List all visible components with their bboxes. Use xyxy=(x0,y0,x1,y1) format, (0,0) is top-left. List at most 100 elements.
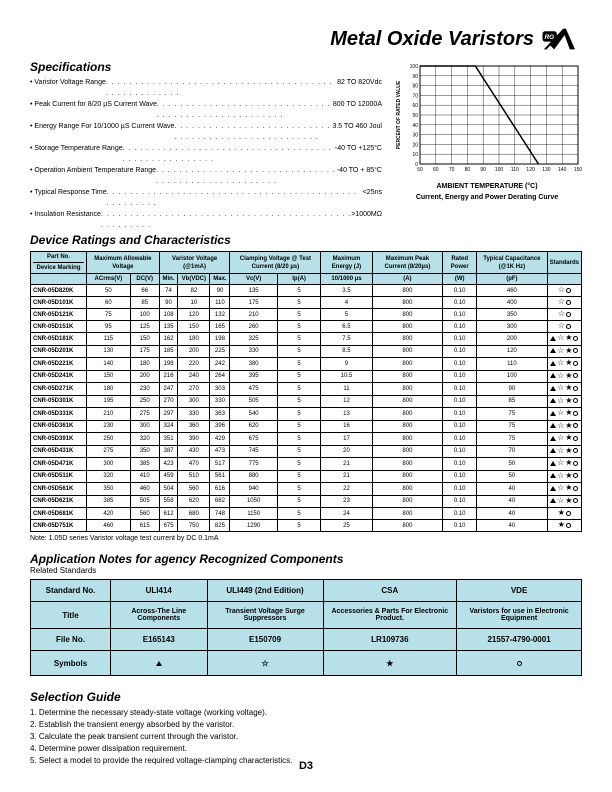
spec-line: • Insulation Resistance. . . . . . . . .… xyxy=(30,209,382,231)
svg-text:100: 100 xyxy=(495,167,504,173)
svg-text:30: 30 xyxy=(412,133,418,139)
app-std: CSA xyxy=(323,580,457,602)
svg-text:20: 20 xyxy=(412,142,418,148)
svg-text:90: 90 xyxy=(412,74,418,80)
table-row: CNR-05D820K5066 748290 1355 3.58000.1046… xyxy=(31,285,582,297)
spec-value: 3.5 TO 460 Joul xyxy=(332,121,382,143)
svg-text:60: 60 xyxy=(412,103,418,109)
page-title: Metal Oxide Varistors xyxy=(330,28,534,51)
table-row: CNR-05D681K420560 612680748 11505 248000… xyxy=(31,508,582,520)
table-row: CNR-05D471K300385 423470517 7755 218000.… xyxy=(31,458,582,471)
app-symbol xyxy=(457,651,582,676)
table-note: Note: 1.05D series Varistor voltage test… xyxy=(30,535,582,542)
spec-line: • Operation Ambient Temperature Range. .… xyxy=(30,165,382,187)
svg-text:90: 90 xyxy=(480,167,486,173)
svg-text:150: 150 xyxy=(574,167,582,173)
spec-line: • Storage Temperature Range. . . . . . .… xyxy=(30,143,382,165)
svg-text:80: 80 xyxy=(465,167,471,173)
page-number: D3 xyxy=(0,760,612,772)
app-sub: Related Standards xyxy=(30,566,582,575)
spec-value: <25ns xyxy=(363,187,382,209)
table-row: CNR-05D511K320410 459510561 8805 218000.… xyxy=(31,470,582,483)
spec-label: • Varistor Voltage Range xyxy=(30,77,106,99)
spec-value: 800 TO 12000A xyxy=(333,99,382,121)
app-title: Accessories & Parts For Electronic Produ… xyxy=(323,602,457,629)
spec-label: • Typical Response Time xyxy=(30,187,107,209)
spec-value: 82 TO 820Vdc xyxy=(337,77,382,99)
app-file: E150709 xyxy=(207,629,323,651)
app-title: Transient Voltage Surge Suppressors xyxy=(207,602,323,629)
svg-text:40: 40 xyxy=(412,123,418,129)
selection-step: 2. Establish the transient energy absorb… xyxy=(30,719,582,731)
app-std: ULI414 xyxy=(111,580,208,602)
app-symbol: ★ xyxy=(323,651,457,676)
chart-xlabel: AMBIENT TEMPERATURE (°C) xyxy=(392,182,582,191)
title-row: Metal Oxide Varistors RG xyxy=(30,26,582,52)
svg-text:70: 70 xyxy=(412,93,418,99)
specs-heading: Specifications xyxy=(30,60,382,74)
selection-steps: 1. Determine the necessary steady-state … xyxy=(30,707,582,767)
app-title: Across-The Line Components xyxy=(111,602,208,629)
selection-step: 3. Calculate the peak transient current … xyxy=(30,731,582,743)
spec-value: -40 TO + 85°C xyxy=(337,165,382,187)
svg-text:100: 100 xyxy=(410,64,419,70)
table-row: CNR-05D331K210275 297330363 5405 138000.… xyxy=(31,408,582,421)
ratings-table: Part No.Device Marking Maximum Allowable… xyxy=(30,251,582,532)
spec-label: • Peak Current for 8/20 µS Current Wave xyxy=(30,99,157,121)
spec-value: >1000MΩ xyxy=(351,209,382,231)
top-row: Specifications • Varistor Voltage Range.… xyxy=(30,60,582,231)
table-row: CNR-05D301K195250 270300330 5055 128000.… xyxy=(31,395,582,408)
sel-heading: Selection Guide xyxy=(30,690,582,704)
spec-label: • Storage Temperature Range xyxy=(30,143,123,165)
svg-text:50: 50 xyxy=(417,167,423,173)
svg-text:130: 130 xyxy=(542,167,551,173)
table-row: CNR-05D431K275350 387430473 7455 208000.… xyxy=(31,445,582,458)
table-row: CNR-05D201K130175 185200225 3305 8.58000… xyxy=(31,345,582,358)
app-std: ULI449 (2nd Edition) xyxy=(207,580,323,602)
selection-step: 4. Determine power dissipation requireme… xyxy=(30,743,582,755)
table-row: CNR-05D151K95125 135150165 2605 6.58000.… xyxy=(31,321,582,333)
table-row: CNR-05D221K140180 198220242 3805 98000.1… xyxy=(31,358,582,371)
spec-label: • Energy Range For 10/1000 µS Current Wa… xyxy=(30,121,174,143)
svg-text:110: 110 xyxy=(511,167,519,173)
svg-text:60: 60 xyxy=(433,167,439,173)
svg-text:50: 50 xyxy=(412,113,418,119)
table-row: CNR-05D391K250320 351390429 6755 178000.… xyxy=(31,433,582,446)
svg-text:70: 70 xyxy=(449,167,455,173)
svg-text:140: 140 xyxy=(558,167,567,173)
selection-step: 1. Determine the necessary steady-state … xyxy=(30,707,582,719)
svg-text:10: 10 xyxy=(412,152,418,158)
app-symbol xyxy=(111,651,208,676)
svg-text:PERCENT OF RATED VALUE: PERCENT OF RATED VALUE xyxy=(396,80,402,149)
table-row: CNR-05D271K180230 247270303 4755 118000.… xyxy=(31,383,582,396)
spec-label: • Insulation Resistance xyxy=(30,209,101,231)
app-file: 21557-4790-0001 xyxy=(457,629,582,651)
table-row: CNR-05D241K150200 216240264 3955 10.5800… xyxy=(31,370,582,383)
table-row: CNR-05D361K230300 324360396 6205 168000.… xyxy=(31,420,582,433)
table-row: CNR-05D561K350460 504560616 9405 228000.… xyxy=(31,483,582,496)
app-std: VDE xyxy=(457,580,582,602)
table-row: CNR-05D181K115150 162180198 3255 7.58000… xyxy=(31,333,582,346)
spec-label: • Operation Ambient Temperature Range xyxy=(30,165,156,187)
svg-text:RG: RG xyxy=(544,34,554,41)
table-row: CNR-05D101K6085 9010110 1755 48000.10400… xyxy=(31,297,582,309)
app-file: E165143 xyxy=(111,629,208,651)
spec-line: • Energy Range For 10/1000 µS Current Wa… xyxy=(30,121,382,143)
table-row: CNR-05D621K385505 558620682 10505 238000… xyxy=(31,495,582,508)
brand-logo: RG xyxy=(542,26,582,52)
app-heading: Application Notes for agency Recognized … xyxy=(30,552,582,566)
svg-text:80: 80 xyxy=(412,84,418,90)
app-file: LR109736 xyxy=(323,629,457,651)
spec-value: -40 TO +125°C xyxy=(335,143,382,165)
specifications: Specifications • Varistor Voltage Range.… xyxy=(30,60,382,231)
app-symbol: ☆ xyxy=(207,651,323,676)
svg-text:120: 120 xyxy=(526,167,535,173)
app-title: Varistors for use in Electronic Equipmen… xyxy=(457,602,582,629)
spec-line: • Varistor Voltage Range. . . . . . . . … xyxy=(30,77,382,99)
chart-caption: Current, Energy and Power Derating Curve xyxy=(392,193,582,202)
table-row: CNR-05D751K460615 675750825 12905 258000… xyxy=(31,520,582,532)
table-row: CNR-05D121K75100 108120132 2105 58000.10… xyxy=(31,309,582,321)
derating-chart: 0102030405060708090100506070809010011012… xyxy=(392,60,582,231)
ratings-heading: Device Ratings and Characteristics xyxy=(30,233,582,247)
spec-line: • Peak Current for 8/20 µS Current Wave.… xyxy=(30,99,382,121)
